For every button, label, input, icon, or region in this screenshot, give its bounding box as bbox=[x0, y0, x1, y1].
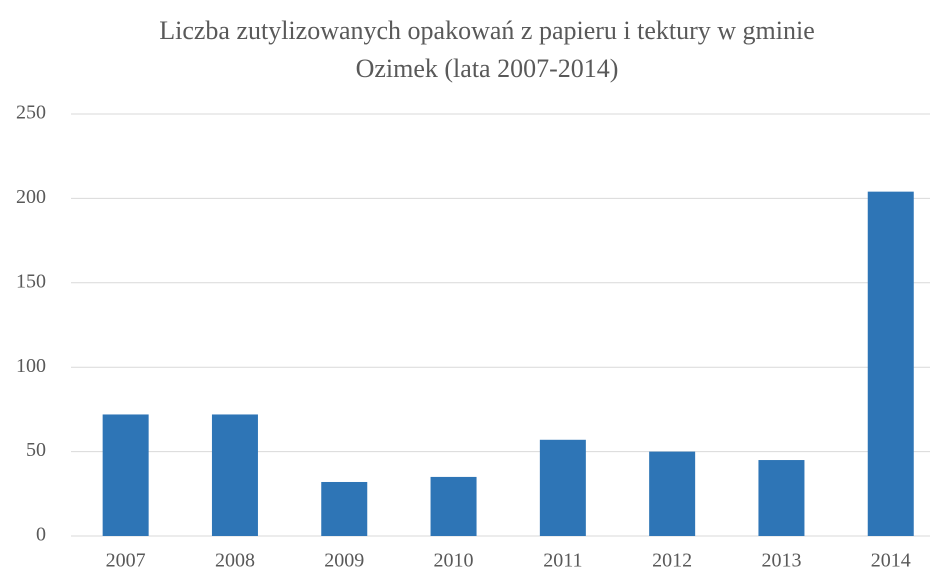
x-tick-label: 2010 bbox=[434, 550, 474, 572]
y-tick-label: 150 bbox=[16, 270, 46, 292]
bar bbox=[211, 414, 258, 536]
x-tick-label: 2014 bbox=[871, 550, 911, 572]
x-tick-label: 2008 bbox=[215, 550, 255, 572]
x-tick-label: 2009 bbox=[324, 550, 364, 572]
bar bbox=[758, 460, 805, 536]
y-tick-label: 200 bbox=[16, 186, 46, 208]
bar bbox=[867, 191, 914, 536]
bar bbox=[430, 476, 477, 536]
bar bbox=[539, 439, 586, 536]
x-tick-label: 2007 bbox=[106, 550, 146, 572]
x-tick-label: 2013 bbox=[761, 550, 801, 572]
y-tick-label: 250 bbox=[16, 102, 46, 124]
bar bbox=[649, 451, 696, 536]
y-tick-label: 50 bbox=[26, 439, 46, 461]
chart-title: Liczba zutylizowanych opakowań z papieru… bbox=[159, 16, 815, 83]
x-tick-label: 2011 bbox=[543, 550, 582, 572]
y-tick-label: 100 bbox=[16, 355, 46, 377]
bar bbox=[102, 414, 149, 536]
y-tick-label: 0 bbox=[36, 524, 46, 546]
bar bbox=[321, 481, 368, 536]
x-tick-label: 2012 bbox=[652, 550, 692, 572]
